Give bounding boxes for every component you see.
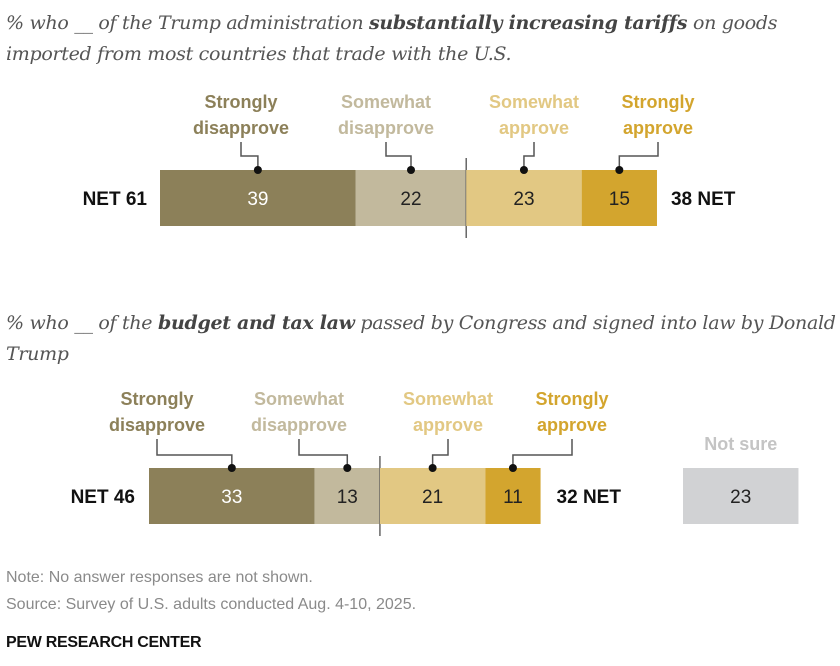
- connector-line: [431, 439, 449, 468]
- data-label: 39: [247, 189, 268, 210]
- category-label: Strongly: [535, 389, 608, 409]
- category-label: Somewhat: [489, 92, 579, 112]
- title-text: passed by Congress and signed into law b…: [6, 312, 836, 365]
- data-label: 21: [422, 487, 443, 508]
- connector-dot: [508, 464, 517, 472]
- chart1-title: % who __ of the Trump administration sub…: [6, 8, 836, 70]
- data-label: 33: [221, 487, 242, 508]
- category-label: disapprove: [193, 118, 289, 138]
- bar-segment-strongly-approve: [485, 468, 541, 524]
- connector-dot: [343, 464, 352, 472]
- data-label: 23: [730, 487, 751, 508]
- note-text: Note: No answer responses are not shown.: [6, 569, 313, 586]
- bar-segment-somewhat-approve: [466, 170, 582, 226]
- category-label: disapprove: [251, 415, 347, 435]
- category-label: approve: [623, 118, 693, 138]
- title-text: % who __ of the Trump administration: [6, 12, 370, 34]
- data-label: 11: [503, 487, 523, 508]
- category-label: disapprove: [109, 415, 205, 435]
- bar-segment-somewhat-disapprove: [314, 468, 380, 524]
- connector-dot: [253, 166, 262, 174]
- connector-dot: [407, 166, 415, 174]
- title-emphasis: substantially increasing tariffs: [369, 12, 688, 34]
- connector-line: [385, 142, 412, 170]
- pew-research-center-logo: PEW RESEARCH CENTER: [6, 634, 202, 651]
- bar-segment-somewhat-disapprove: [355, 170, 467, 226]
- bar-segment-strongly-disapprove: [149, 468, 315, 524]
- category-label: approve: [537, 415, 607, 435]
- bar-segment-strongly-disapprove: [160, 170, 356, 226]
- category-label: Strongly: [621, 92, 694, 112]
- title-text: % who __ of the: [6, 312, 158, 334]
- bar-segment-somewhat-approve: [379, 468, 486, 524]
- bar-segment-strongly-approve: [581, 170, 657, 226]
- connector-dot: [428, 464, 437, 472]
- connector-line: [298, 439, 349, 468]
- category-label: Strongly: [120, 389, 193, 409]
- connector-line: [523, 142, 535, 170]
- net-approve-label: 32 NET: [557, 487, 622, 508]
- category-label-not-sure: Not sure: [704, 434, 777, 454]
- category-label: Somewhat: [403, 389, 493, 409]
- category-label: disapprove: [338, 118, 434, 138]
- net-disapprove-label: NET 61: [83, 189, 148, 210]
- connector-line: [618, 142, 659, 170]
- category-label: Somewhat: [341, 92, 431, 112]
- bar-segment-not-sure: [683, 468, 799, 524]
- connector-dot: [615, 166, 624, 174]
- category-label: Somewhat: [254, 389, 344, 409]
- source-text: Source: Survey of U.S. adults conducted …: [6, 596, 417, 613]
- net-disapprove-label: NET 46: [71, 487, 135, 508]
- chart2-title: % who __ of the budget and tax law passe…: [6, 308, 836, 370]
- category-label: Strongly: [204, 92, 277, 112]
- data-label: 13: [337, 487, 358, 508]
- connector-line: [240, 142, 259, 170]
- category-label: approve: [499, 118, 569, 138]
- connector-line: [512, 439, 573, 468]
- net-approve-label: 38 NET: [671, 189, 736, 210]
- title-text: on goods imported from most countries th…: [6, 12, 778, 65]
- connector-line: [156, 439, 233, 468]
- title-emphasis: budget and tax law: [157, 312, 355, 334]
- category-label: approve: [413, 415, 483, 435]
- data-label: 15: [609, 189, 630, 210]
- data-label: 22: [400, 189, 421, 210]
- connector-dot: [519, 166, 528, 174]
- connector-dot: [227, 464, 236, 472]
- data-label: 23: [513, 189, 534, 210]
